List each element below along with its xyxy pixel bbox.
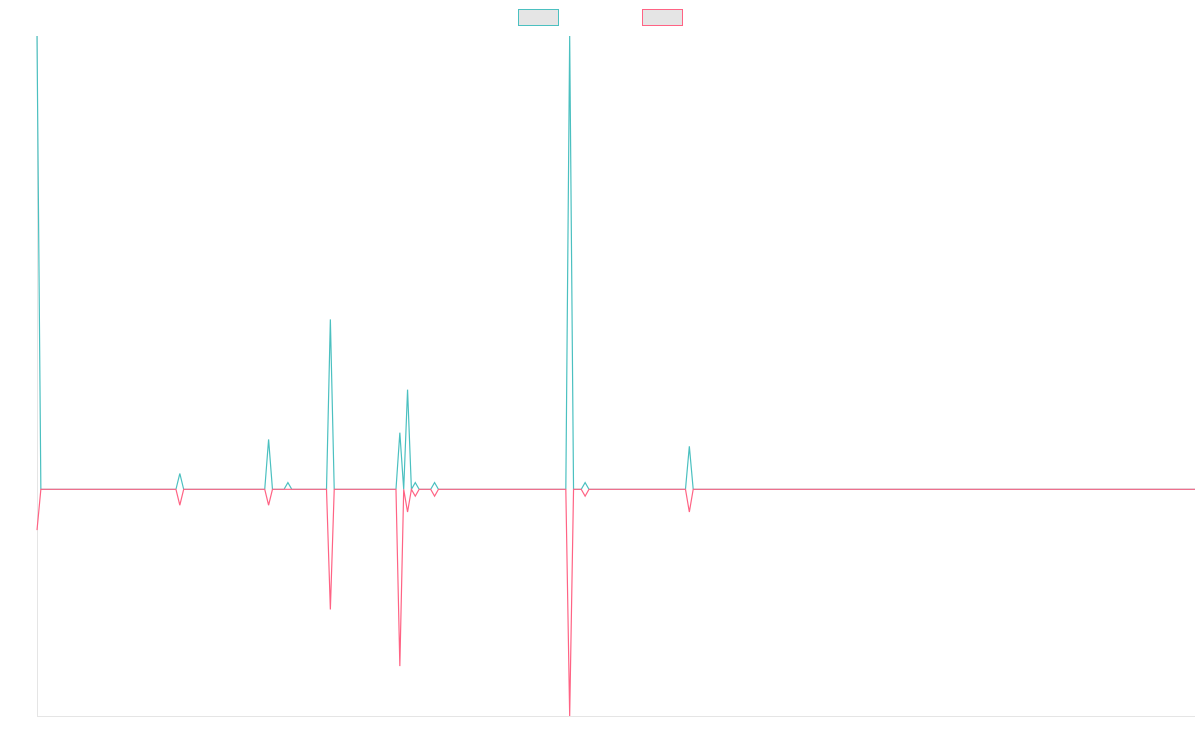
series-line	[36, 487, 1195, 717]
series-line	[36, 35, 1195, 492]
legend-swatch	[518, 9, 559, 26]
legend-swatch	[642, 9, 683, 26]
